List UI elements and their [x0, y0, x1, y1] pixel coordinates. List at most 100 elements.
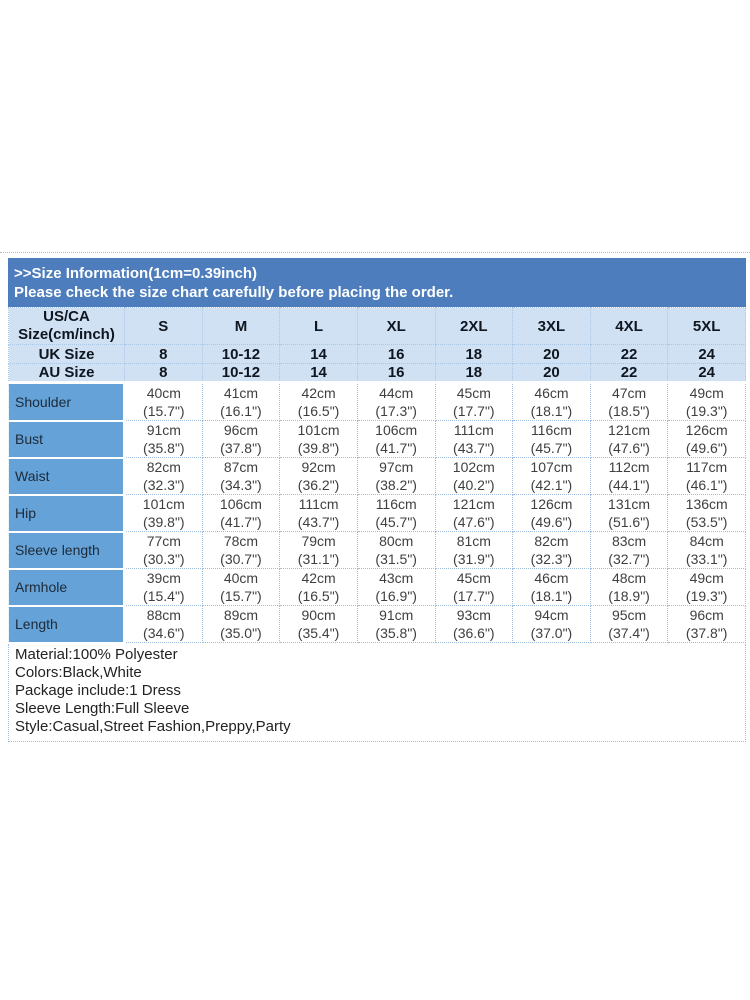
inch-value: (37.8") — [685, 625, 728, 641]
measurement-cell: 88cm (34.6") — [124, 605, 203, 643]
inch-value: (39.8") — [143, 514, 185, 530]
inch-value: (33.1") — [685, 551, 728, 567]
measurement-cell: 111cm (43.7") — [279, 494, 358, 532]
measurement-cell: 48cm (18.9") — [589, 568, 669, 606]
cm-value: 41cm — [223, 385, 259, 401]
cm-value: 39cm — [146, 570, 181, 586]
inch-value: (46.1") — [685, 477, 728, 493]
cm-value: 87cm — [223, 459, 259, 475]
size-header-row: US/CA Size(cm/inch) S M L XL 2XL 3XL 4XL 5XL — [8, 307, 746, 345]
measurement-cell: 43cm (16.9") — [356, 568, 436, 606]
inch-value: (34.3") — [220, 477, 262, 493]
measurement-label: Hip — [8, 494, 126, 533]
measurement-cell: 91cm (35.8") — [356, 605, 436, 643]
inch-value: (31.5") — [375, 551, 417, 567]
corner-header-line1: US/CA — [43, 308, 90, 325]
size-info-banner: >>Size Information(1cm=0.39inch) Please … — [8, 258, 746, 307]
inch-value: (32.3") — [143, 477, 185, 493]
cm-value: 40cm — [146, 385, 181, 401]
measurement-cell: 96cm (37.8") — [201, 420, 281, 458]
detail-colors: Colors:Black,White — [15, 663, 142, 681]
cm-value: 106cm — [219, 496, 262, 512]
inch-value: (15.7") — [220, 588, 262, 604]
region-size-value: 10-12 — [201, 363, 281, 383]
region-size-value: 18 — [434, 363, 514, 383]
cm-value: 79cm — [301, 533, 336, 549]
inch-value: (45.7") — [530, 440, 573, 456]
measurement-cell: 84cm (33.1") — [667, 531, 746, 569]
cm-value: 81cm — [456, 533, 491, 549]
measurement-row: Bust 91cm (35.8") 96cm (37.8") 101cm (39.8") 10… — [8, 420, 746, 459]
cm-value: 43cm — [379, 570, 414, 586]
cm-value: 88cm — [146, 607, 181, 623]
measurement-cell: 40cm (15.7") — [124, 381, 203, 421]
cm-value: 40cm — [223, 570, 259, 586]
inch-value: (16.5") — [297, 403, 340, 419]
measurement-row: Sleeve length 77cm (30.3") 78cm (30.7") 79cm (… — [8, 531, 746, 570]
measurement-cell: 77cm (30.3") — [124, 531, 203, 569]
inch-value: (37.8") — [220, 440, 262, 456]
cm-value: 77cm — [146, 533, 181, 549]
measurement-cell: 87cm (34.3") — [201, 457, 281, 495]
cm-value: 90cm — [301, 607, 336, 623]
cm-value: 96cm — [223, 422, 259, 438]
inch-value: (19.3") — [685, 403, 728, 419]
inch-value: (16.1") — [220, 403, 262, 419]
measurement-cell: 136cm (53.5") — [667, 494, 746, 532]
inch-value: (35.8") — [143, 440, 185, 456]
inch-value: (37.4") — [608, 625, 650, 641]
measurement-cell: 45cm (17.7") — [434, 568, 514, 606]
region-size-value: 24 — [667, 363, 746, 383]
cm-value: 47cm — [611, 385, 647, 401]
measurement-cell: 101cm (39.8") — [124, 494, 203, 532]
inch-value: (45.7") — [375, 514, 417, 530]
inch-value: (31.1") — [297, 551, 340, 567]
inch-value: (43.7") — [453, 440, 495, 456]
measurement-cell: 93cm (36.6") — [434, 605, 514, 643]
cm-value: 131cm — [608, 496, 651, 512]
inch-value: (32.7") — [608, 551, 650, 567]
measurement-label: Sleeve length — [8, 531, 126, 570]
cm-value: 111cm — [453, 422, 494, 438]
cm-value: 102cm — [452, 459, 495, 475]
measurement-cell: 42cm (16.5") — [279, 381, 358, 421]
cm-value: 89cm — [223, 607, 259, 623]
measurement-cell: 106cm (41.7") — [201, 494, 281, 532]
inch-value: (18.1") — [530, 588, 573, 604]
region-size-value: 20 — [512, 344, 591, 364]
measurement-label: Bust — [8, 420, 126, 459]
inch-value: (47.6") — [608, 440, 650, 456]
measurement-label: Armhole — [8, 568, 126, 607]
inch-value: (49.6") — [530, 514, 573, 530]
cm-value: 82cm — [534, 533, 569, 549]
measurement-cell: 121cm (47.6") — [434, 494, 514, 532]
size-info-section: >>Size Information(1cm=0.39inch) Please … — [8, 258, 746, 742]
detail-package: Package include:1 Dress — [15, 681, 181, 699]
size-column-header: 5XL — [667, 307, 746, 345]
cm-value: 46cm — [534, 570, 569, 586]
inch-value: (30.3") — [143, 551, 185, 567]
size-column-header: 3XL — [512, 307, 591, 345]
inch-value: (16.5") — [297, 588, 340, 604]
measurement-cell: 95cm (37.4") — [589, 605, 669, 643]
inch-value: (16.9") — [375, 588, 417, 604]
inch-value: (35.4") — [297, 625, 340, 641]
cm-value: 111cm — [298, 496, 339, 512]
cm-value: 44cm — [379, 385, 414, 401]
cm-value: 107cm — [530, 459, 573, 475]
inch-value: (31.9") — [453, 551, 495, 567]
measurement-cell: 42cm (16.5") — [279, 568, 358, 606]
cm-value: 117cm — [686, 459, 728, 475]
cm-value: 121cm — [452, 496, 495, 512]
inch-value: (41.7") — [375, 440, 417, 456]
measurement-cell: 47cm (18.5") — [589, 381, 669, 421]
cm-value: 91cm — [146, 422, 181, 438]
cm-value: 84cm — [689, 533, 724, 549]
size-column-header: L — [279, 307, 358, 345]
region-size-value: 14 — [279, 344, 358, 364]
inch-value: (15.4") — [143, 588, 185, 604]
measurement-cell: 106cm (41.7") — [356, 420, 436, 458]
cm-value: 49cm — [689, 385, 724, 401]
cm-value: 83cm — [611, 533, 647, 549]
size-table: US/CA Size(cm/inch) S M L XL 2XL 3XL 4XL 5XL UK… — [8, 307, 746, 644]
